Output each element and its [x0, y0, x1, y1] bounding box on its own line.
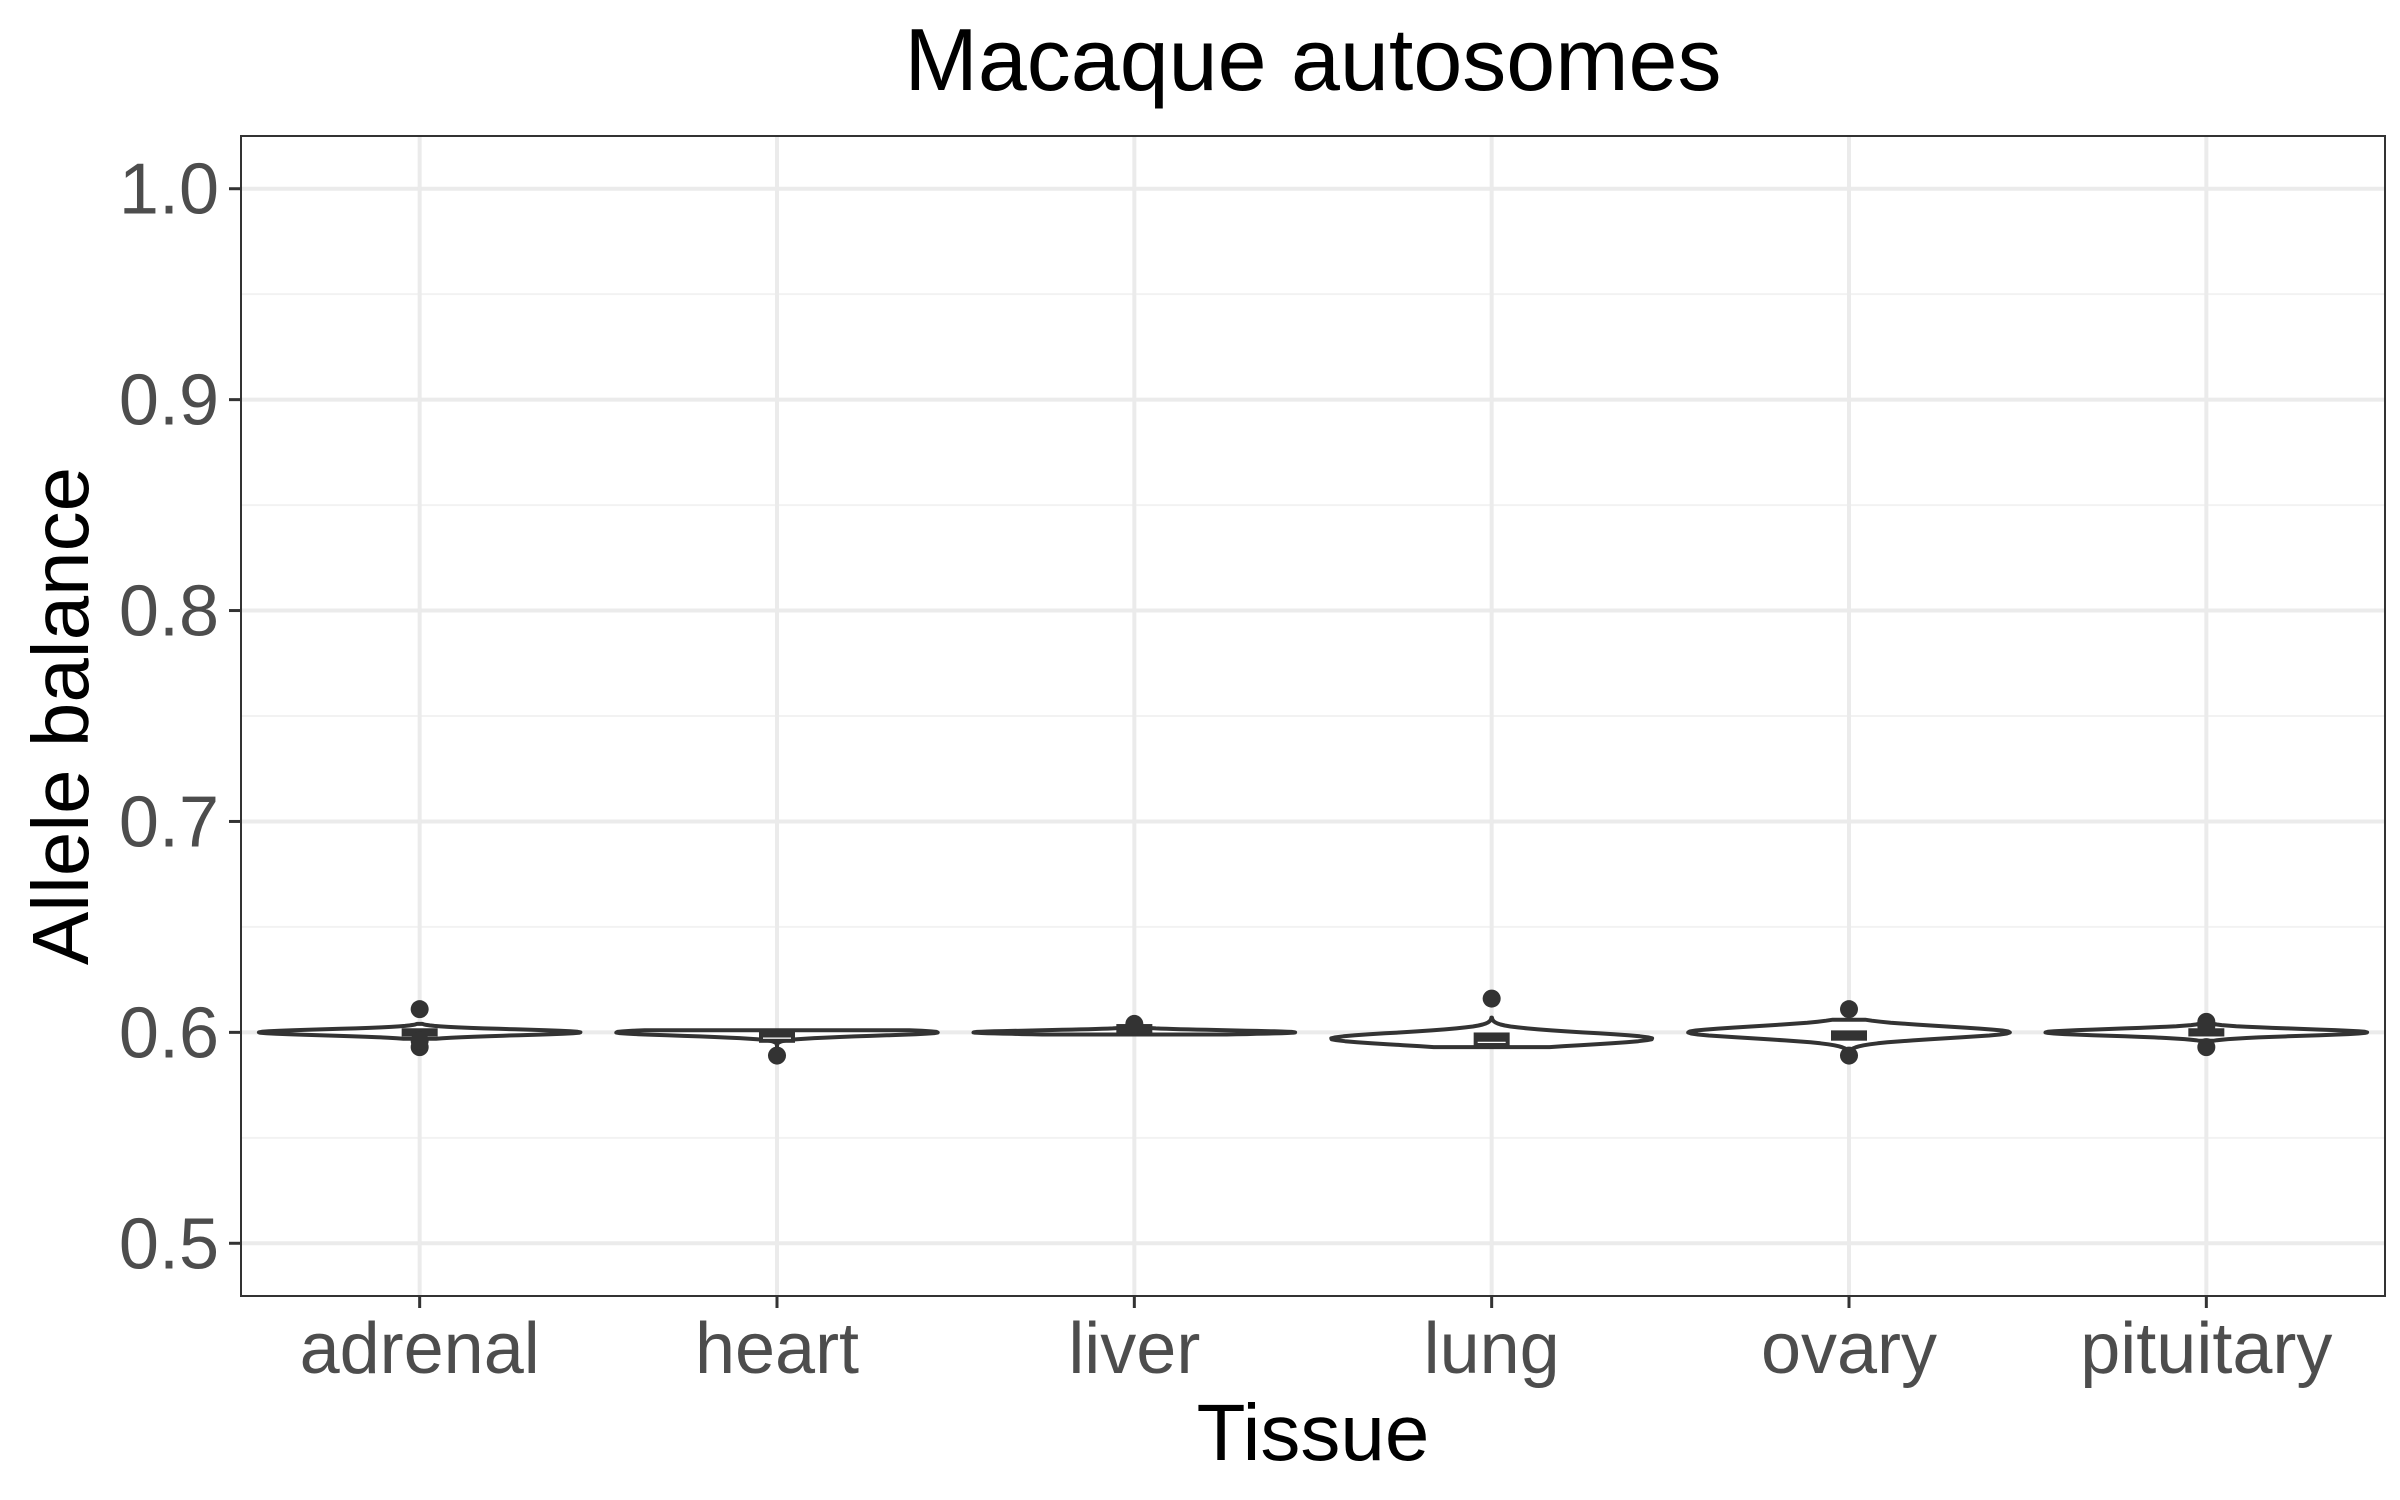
chart-title: Macaque autosomes: [905, 10, 1722, 109]
violin-layer: [256, 989, 2370, 1065]
x-tick-label: lung: [1424, 1309, 1560, 1389]
x-tick-label: ovary: [1761, 1309, 1937, 1389]
violin-group-liver: [971, 1014, 1298, 1037]
y-tick-label: 0.5: [119, 1204, 219, 1284]
y-axis-label: Allele balance: [16, 467, 105, 965]
y-tick-labels: 0.5 0.6 0.7 0.8 0.9 1.0: [119, 150, 219, 1285]
outlier-point: [410, 1031, 429, 1050]
violin-group-pituitary: [2043, 1012, 2370, 1057]
outlier-point: [1840, 1000, 1858, 1019]
x-tick-labels: adrenal heart liver lung ovary pituitary: [300, 1309, 2333, 1389]
outlier-point: [1840, 1046, 1858, 1065]
outlier-point: [2197, 1017, 2216, 1036]
outlier-point: [1125, 1014, 1144, 1033]
y-tick-label: 0.8: [119, 572, 219, 652]
x-tick-label: adrenal: [300, 1309, 540, 1389]
outlier-point: [410, 1000, 429, 1019]
outlier-point: [2197, 1038, 2216, 1057]
x-tick-label: liver: [1068, 1309, 1200, 1389]
violin-group-ovary: [1686, 1000, 2012, 1065]
x-axis-label: Tissue: [1197, 1388, 1430, 1477]
violin-shape: [1329, 1015, 1655, 1050]
y-tick-label: 0.7: [119, 782, 219, 862]
violin-group-heart: [614, 1028, 940, 1065]
violin-group-adrenal: [256, 1000, 583, 1057]
outlier-point: [768, 1046, 786, 1065]
violin-group-lung: [1329, 989, 1655, 1050]
plot-panel-border: [240, 135, 2386, 1297]
y-tick-label: 0.6: [119, 993, 219, 1073]
x-tick-label: pituitary: [2080, 1309, 2332, 1389]
axis-ticks: [229, 187, 2208, 1308]
minor-gridlines: [241, 293, 2385, 1139]
y-tick-label: 1.0: [119, 150, 219, 230]
outlier-point: [1482, 989, 1501, 1008]
y-tick-label: 0.9: [119, 361, 219, 441]
x-tick-label: heart: [695, 1309, 859, 1389]
major-gridlines: [241, 136, 2385, 1296]
